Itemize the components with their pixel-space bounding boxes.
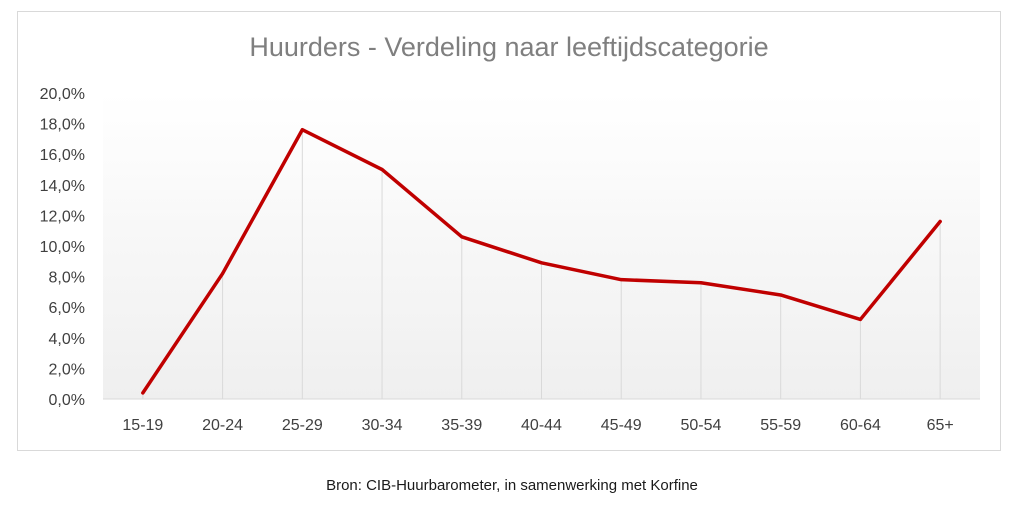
data-point-50-54 bbox=[699, 281, 703, 285]
y-tick-label: 6,0% bbox=[49, 300, 85, 317]
data-point-45-49 bbox=[619, 278, 623, 282]
line-chart: 0,0% 2,0% 4,0% 6,0% 8,0% 10,0% 12,0% 14,0% 16,0%… bbox=[40, 86, 980, 434]
data-point-15-19 bbox=[141, 391, 145, 395]
y-tick-label: 10,0% bbox=[40, 239, 85, 256]
x-tick-label: 40-44 bbox=[521, 417, 562, 434]
data-point-30-34 bbox=[380, 168, 384, 171]
y-tick-label: 8,0% bbox=[49, 270, 85, 287]
x-tick-label: 50-54 bbox=[680, 417, 721, 434]
data-point-55-59 bbox=[779, 293, 783, 297]
x-tick-label: 25-29 bbox=[282, 417, 323, 434]
y-tick-label: 14,0% bbox=[40, 178, 85, 195]
y-tick-label: 4,0% bbox=[49, 331, 85, 348]
source-note: Bron: CIB-Huurbarometer, in samenwerking… bbox=[326, 477, 698, 494]
x-tick-label: 15-19 bbox=[122, 417, 163, 434]
x-tick-label: 30-34 bbox=[362, 417, 403, 434]
data-point-35-39 bbox=[460, 235, 464, 239]
chart-title: Huurders - Verdeling naar leeftijdscateg… bbox=[249, 32, 769, 62]
y-tick-label: 2,0% bbox=[49, 361, 85, 378]
data-point-60-64 bbox=[858, 317, 862, 321]
x-tick-label: 45-49 bbox=[601, 417, 642, 434]
y-tick-label: 20,0% bbox=[40, 86, 85, 103]
x-tick-label: 20-24 bbox=[202, 417, 243, 434]
x-tick-label: 60-64 bbox=[840, 417, 881, 434]
x-tick-label: 65+ bbox=[927, 417, 954, 434]
y-tick-label: 0,0% bbox=[49, 392, 85, 409]
x-tick-label: 35-39 bbox=[441, 417, 482, 434]
y-tick-label: 18,0% bbox=[40, 117, 85, 134]
y-tick-label: 16,0% bbox=[40, 147, 85, 164]
data-point-40-44 bbox=[540, 261, 543, 265]
x-tick-label: 55-59 bbox=[760, 417, 801, 434]
y-tick-label: 12,0% bbox=[40, 208, 85, 225]
data-point-25-29 bbox=[300, 128, 304, 132]
data-point-20-24 bbox=[221, 272, 225, 276]
data-point-65+ bbox=[938, 220, 942, 224]
